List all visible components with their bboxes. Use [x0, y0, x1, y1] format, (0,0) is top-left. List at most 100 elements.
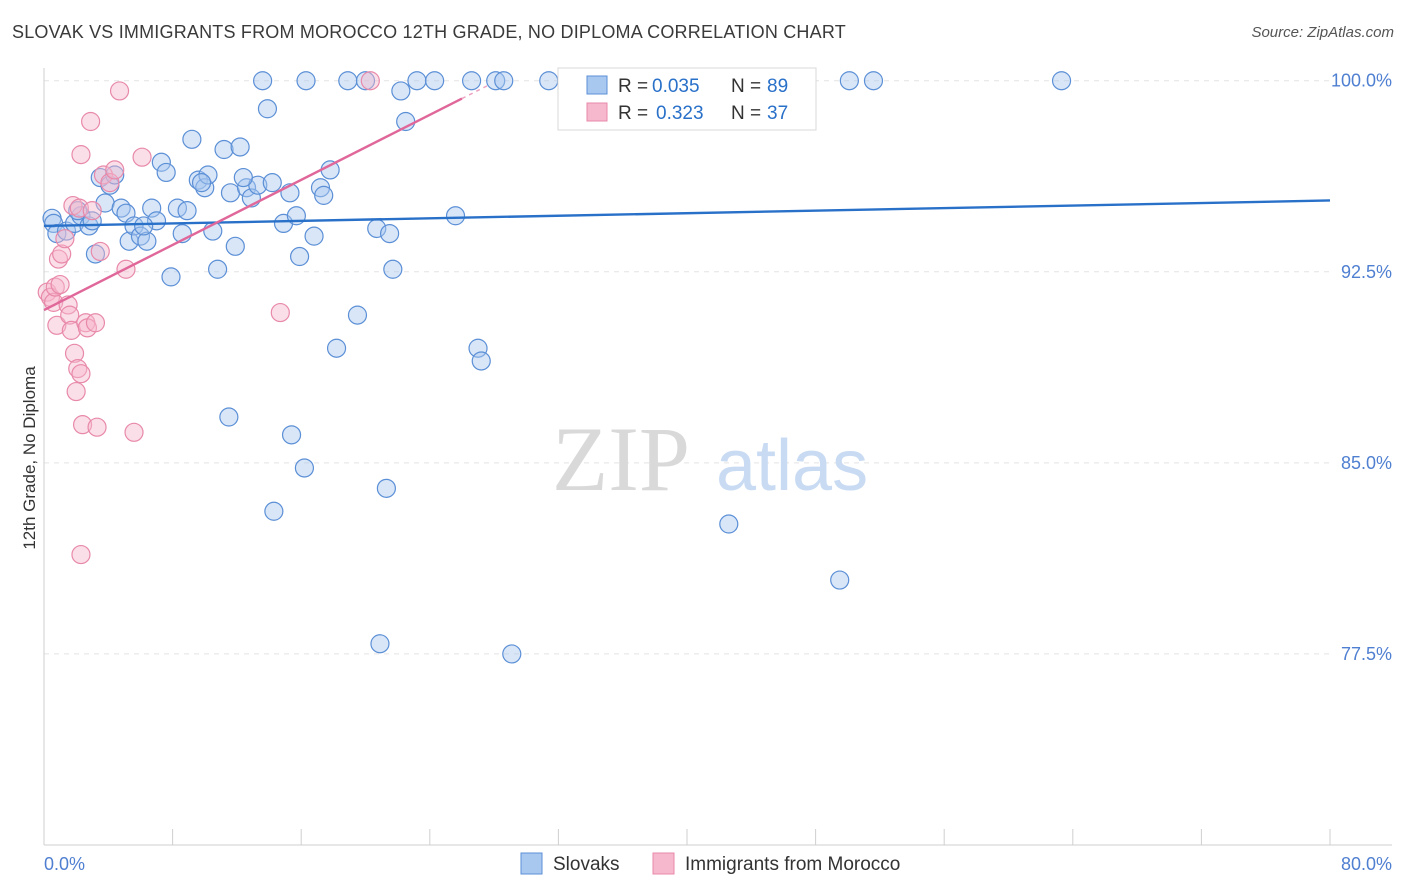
trend-lines: [43, 84, 1331, 312]
point-morocco: [71, 544, 91, 565]
point-morocco: [64, 343, 85, 363]
point-morocco: [55, 229, 75, 249]
point-slovaks: [156, 162, 176, 183]
point-slovaks: [494, 71, 514, 91]
point-slovaks: [468, 338, 488, 358]
watermark-zip: ZIP: [552, 408, 690, 510]
point-slovaks: [124, 216, 144, 236]
point-slovaks: [320, 160, 340, 180]
point-slovaks: [257, 99, 278, 119]
point-slovaks: [471, 351, 491, 371]
point-slovaks: [347, 305, 368, 325]
point-slovaks: [195, 178, 215, 198]
legend-swatch-morocco: [586, 102, 608, 122]
bottom-legend-label-slovaks: Slovaks: [553, 854, 620, 875]
point-slovaks: [719, 514, 739, 534]
point-morocco: [50, 274, 70, 295]
point-slovaks: [380, 223, 400, 244]
point-morocco: [124, 422, 144, 442]
point-slovaks: [445, 206, 466, 226]
point-slovaks: [198, 165, 218, 185]
point-slovaks: [296, 71, 316, 91]
point-slovaks: [134, 216, 154, 236]
point-slovaks: [220, 183, 241, 203]
point-morocco: [93, 165, 114, 185]
point-slovaks: [839, 71, 859, 91]
y-tick-label: 77.5%: [1341, 644, 1392, 664]
legend-n-label-morocco: N =: [731, 103, 761, 124]
legend-n-value-slovaks: 89: [767, 76, 788, 97]
point-slovaks: [142, 198, 162, 218]
legend-n-value-morocco: 37: [767, 103, 788, 124]
point-slovaks: [281, 425, 302, 445]
x-tick-label-max: 80.0%: [1341, 854, 1392, 874]
point-slovaks: [461, 71, 482, 91]
point-slovaks: [502, 644, 522, 664]
point-slovaks: [425, 71, 445, 91]
point-slovaks: [233, 167, 253, 188]
point-slovaks: [370, 634, 390, 654]
point-morocco: [132, 147, 152, 167]
legend-series: Slovaks Immigrants from Morocco: [520, 852, 900, 875]
point-morocco: [52, 244, 72, 264]
point-slovaks: [182, 129, 202, 149]
point-slovaks: [326, 338, 347, 358]
chart-title: SLOVAK VS IMMIGRANTS FROM MOROCCO 12TH G…: [12, 22, 846, 42]
point-slovaks: [1051, 71, 1072, 91]
bottom-legend-swatch-morocco: [652, 852, 675, 875]
point-morocco: [270, 302, 290, 323]
point-slovaks: [486, 71, 506, 91]
point-slovaks: [383, 259, 403, 279]
point-morocco: [47, 315, 67, 335]
point-morocco: [48, 249, 69, 269]
point-morocco: [68, 359, 88, 379]
y-tick-label: 85.0%: [1341, 453, 1392, 473]
chart-source: Source: ZipAtlas.com: [1251, 24, 1394, 41]
point-slovaks: [314, 185, 334, 205]
watermark: ZIP atlas: [552, 408, 868, 510]
point-morocco: [72, 415, 93, 435]
point-slovaks: [219, 407, 239, 427]
legend-swatch-slovaks: [586, 75, 608, 95]
series-morocco: [37, 71, 380, 565]
point-morocco: [90, 241, 110, 262]
point-slovaks: [264, 501, 284, 521]
point-slovaks: [146, 211, 167, 231]
point-slovaks: [262, 173, 282, 193]
bottom-legend-label-morocco: Immigrants from Morocco: [685, 854, 900, 875]
point-morocco: [105, 160, 125, 180]
point-slovaks: [225, 236, 245, 256]
point-slovaks: [188, 170, 208, 190]
y-axis-label: 12th Grade, No Diploma: [20, 366, 39, 550]
point-slovaks: [391, 81, 411, 101]
point-slovaks: [376, 478, 396, 498]
point-slovaks: [863, 71, 884, 91]
point-slovaks: [253, 71, 273, 91]
point-morocco: [87, 417, 107, 437]
point-morocco: [60, 305, 80, 325]
legend-r-value-morocco: 0.323: [656, 103, 704, 124]
point-slovaks: [214, 139, 234, 160]
point-slovaks: [289, 246, 310, 267]
point-slovaks: [304, 226, 324, 246]
legend-r-label-slovaks: R =: [618, 76, 648, 97]
y-tick-label: 92.5%: [1341, 262, 1392, 282]
point-slovaks: [191, 173, 212, 193]
watermark-atlas: atlas: [716, 426, 868, 506]
point-morocco: [71, 364, 91, 384]
point-morocco: [81, 111, 101, 132]
point-slovaks: [830, 570, 850, 590]
trend-line-morocco-extension: [461, 84, 489, 100]
point-slovaks: [355, 71, 376, 91]
point-slovaks: [161, 267, 181, 287]
y-tick-label: 100.0%: [1331, 71, 1392, 91]
point-morocco: [82, 201, 102, 221]
point-slovaks: [539, 71, 559, 91]
point-morocco: [100, 173, 120, 193]
trend-line-morocco: [43, 97, 463, 312]
trend-line-slovaks: [43, 199, 1331, 228]
point-slovaks: [294, 458, 315, 478]
axes: [43, 68, 1392, 846]
x-tick-labels: 0.0% 80.0%: [44, 854, 1392, 874]
